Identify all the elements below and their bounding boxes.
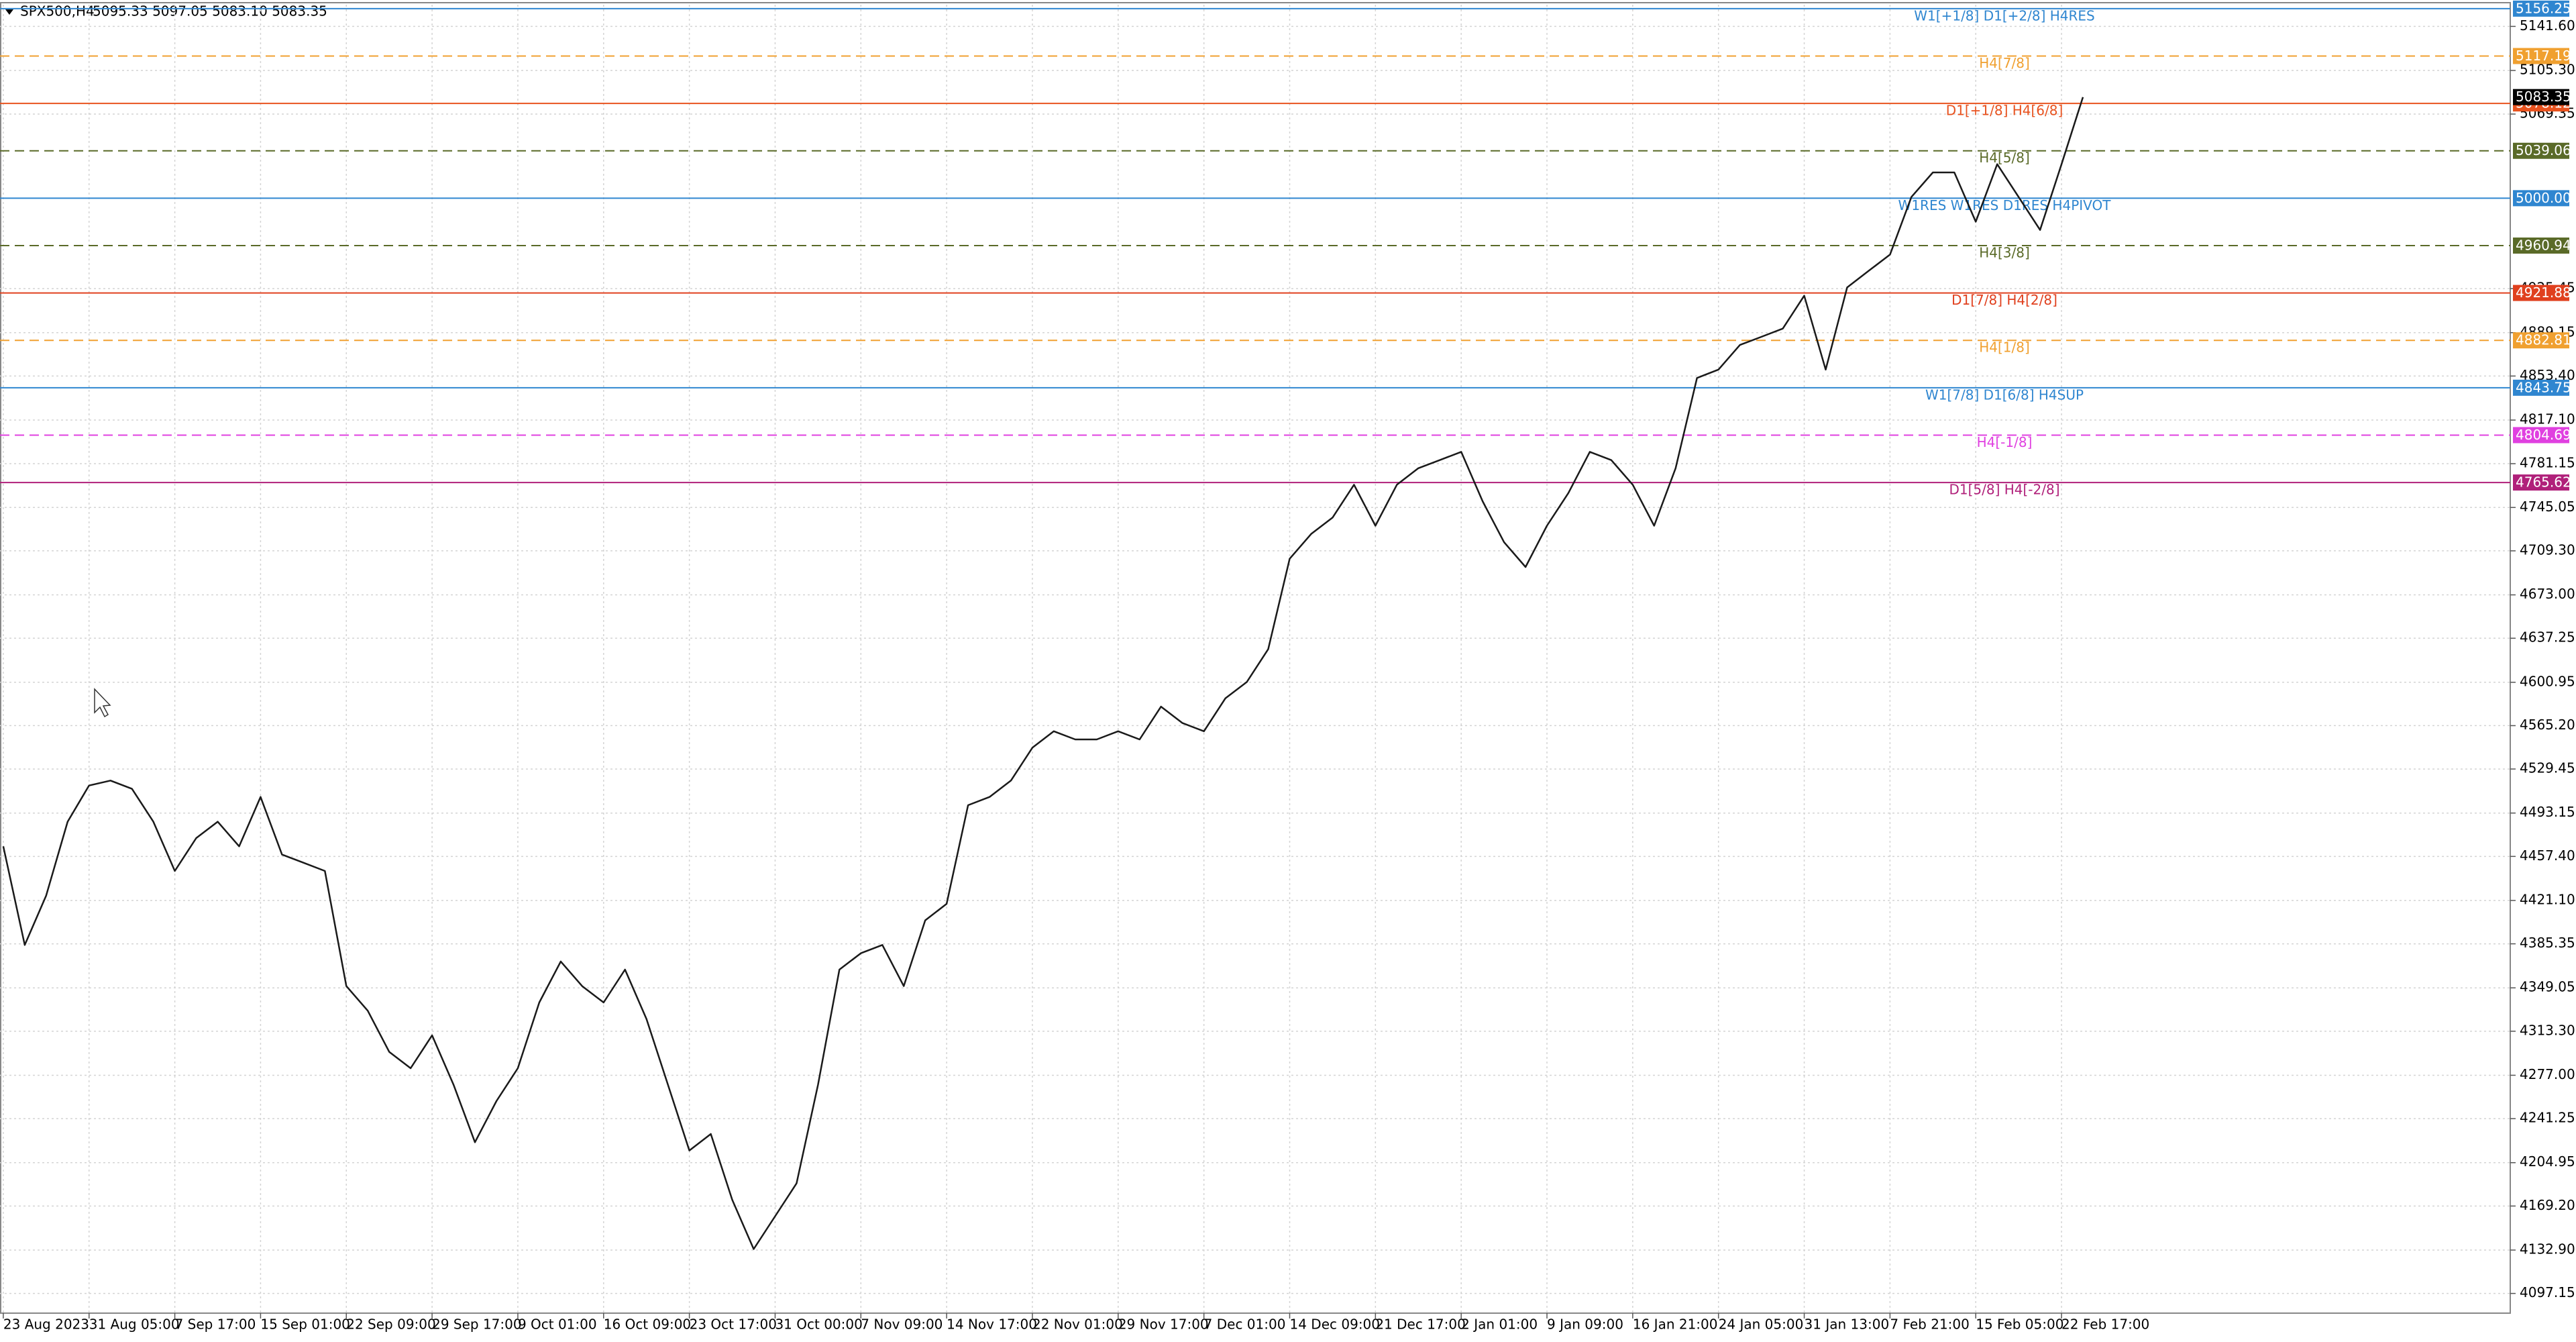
price-tag-label: 4921.88 bbox=[2516, 285, 2571, 301]
price-tag-label: 5156.25 bbox=[2516, 0, 2571, 16]
price-tag-label: 4960.94 bbox=[2516, 237, 2571, 253]
x-tick-label: 15 Feb 05:00 bbox=[1976, 1317, 2063, 1333]
x-tick-label: 31 Jan 13:00 bbox=[1805, 1317, 1890, 1333]
y-tick-label: 4493.15 bbox=[2520, 804, 2575, 820]
x-tick-label: 22 Sep 09:00 bbox=[346, 1317, 436, 1333]
price-tag-label: 4804.69 bbox=[2516, 427, 2571, 443]
price-tag-label: 4843.75 bbox=[2516, 379, 2571, 395]
level-label: H4[7/8] bbox=[1979, 55, 2030, 71]
price-tag bbox=[2513, 237, 2569, 254]
mouse-cursor bbox=[94, 688, 111, 718]
price-tag-label: 4882.81 bbox=[2516, 332, 2571, 348]
x-tick-label: 14 Dec 09:00 bbox=[1290, 1317, 1381, 1333]
y-tick-label: 4097.15 bbox=[2520, 1284, 2575, 1300]
x-tick-label: 31 Aug 05:00 bbox=[89, 1317, 180, 1333]
plot-border bbox=[0, 2, 2511, 1314]
x-tick-label: 29 Sep 17:00 bbox=[432, 1317, 522, 1333]
level-label: D1[7/8] H4[2/8] bbox=[1951, 292, 2057, 308]
menu-arrow[interactable] bbox=[5, 9, 13, 15]
symbol: SPX500,H4 bbox=[20, 3, 95, 19]
y-tick-label: 4421.10 bbox=[2520, 891, 2575, 907]
y-tick-label: 4457.40 bbox=[2520, 847, 2575, 864]
price-tag bbox=[2513, 427, 2569, 444]
last-price-tag bbox=[2513, 89, 2569, 105]
y-tick-label: 4385.35 bbox=[2520, 935, 2575, 951]
x-tick-label: 22 Feb 17:00 bbox=[2061, 1317, 2149, 1333]
x-tick-label: 29 Nov 17:00 bbox=[1118, 1317, 1209, 1333]
y-tick-label: 4817.10 bbox=[2520, 411, 2575, 427]
y-tick-label: 4204.95 bbox=[2520, 1153, 2575, 1170]
level-label: W1RES W1RES D1RES H4PIVOT bbox=[1898, 197, 2112, 213]
level-label: D1[5/8] H4[-2/8] bbox=[1949, 482, 2059, 498]
x-tick-label: 23 Oct 17:00 bbox=[690, 1317, 777, 1333]
y-tick-label: 4349.05 bbox=[2520, 979, 2575, 995]
price-tag-label: 5117.19 bbox=[2516, 48, 2571, 64]
x-tick-label: 14 Nov 17:00 bbox=[947, 1317, 1037, 1333]
x-tick-label: 23 Aug 2023 bbox=[3, 1317, 89, 1333]
x-tick-label: 21 Dec 17:00 bbox=[1375, 1317, 1466, 1333]
price-tag bbox=[2513, 190, 2569, 207]
level-label: H4[5/8] bbox=[1979, 150, 2030, 166]
x-tick-label: 2 Jan 01:00 bbox=[1461, 1317, 1538, 1333]
x-tick-label: 9 Oct 01:00 bbox=[518, 1317, 597, 1333]
price-tag bbox=[2513, 0, 2569, 17]
x-tick-label: 22 Nov 01:00 bbox=[1032, 1317, 1123, 1333]
y-tick-label: 4565.20 bbox=[2520, 717, 2575, 733]
y-tick-label: 4169.20 bbox=[2520, 1197, 2575, 1213]
level-label: D1[+1/8] H4[6/8] bbox=[1946, 103, 2063, 119]
x-tick-label: 7 Dec 01:00 bbox=[1204, 1317, 1286, 1333]
y-tick-label: 4241.25 bbox=[2520, 1110, 2575, 1126]
y-tick-label: 4709.30 bbox=[2520, 541, 2575, 558]
price-tag-label: 5000.00 bbox=[2516, 190, 2571, 206]
y-tick-label: 4277.00 bbox=[2520, 1066, 2575, 1082]
y-tick-label: 5141.60 bbox=[2520, 17, 2575, 34]
price-tag-label: 4765.62 bbox=[2516, 474, 2571, 491]
price-tag bbox=[2513, 142, 2569, 159]
x-tick-label: 15 Sep 01:00 bbox=[260, 1317, 350, 1333]
y-tick-label: 4637.25 bbox=[2520, 629, 2575, 646]
level-label: W1[7/8] D1[6/8] H4SUP bbox=[1925, 386, 2084, 403]
last-price-label: 5083.35 bbox=[2516, 89, 2571, 105]
y-tick-label: 4781.15 bbox=[2520, 455, 2575, 471]
x-tick-label: 16 Oct 09:00 bbox=[604, 1317, 691, 1333]
level-label: H4[3/8] bbox=[1979, 244, 2030, 260]
x-tick-label: 7 Sep 17:00 bbox=[175, 1317, 256, 1333]
y-tick-label: 4529.45 bbox=[2520, 760, 2575, 776]
level-label: H4[-1/8] bbox=[1977, 434, 2033, 450]
price-tag bbox=[2513, 48, 2569, 64]
price-tag bbox=[2513, 285, 2569, 301]
y-tick-label: 4132.90 bbox=[2520, 1241, 2575, 1257]
y-tick-label: 4313.30 bbox=[2520, 1022, 2575, 1038]
x-tick-label: 16 Jan 21:00 bbox=[1633, 1317, 1718, 1333]
price-tag bbox=[2513, 474, 2569, 491]
x-tick-label: 7 Feb 21:00 bbox=[1890, 1317, 1970, 1333]
x-tick-label: 9 Jan 09:00 bbox=[1547, 1317, 1623, 1333]
level-label: H4[1/8] bbox=[1979, 340, 2030, 356]
ohlc: 5095.33 5097.05 5083.10 5083.35 bbox=[93, 3, 327, 19]
price-tag-label: 5039.06 bbox=[2516, 142, 2571, 158]
y-tick-label: 4745.05 bbox=[2520, 499, 2575, 515]
x-tick-label: 31 Oct 00:00 bbox=[775, 1317, 862, 1333]
x-tick-label: 7 Nov 09:00 bbox=[861, 1317, 943, 1333]
level-label: W1[+1/8] D1[+2/8] H4RES bbox=[1914, 7, 2094, 23]
price-line bbox=[2, 97, 2084, 1250]
x-tick-label: 24 Jan 05:00 bbox=[1719, 1317, 1804, 1333]
y-tick-label: 4673.00 bbox=[2520, 586, 2575, 602]
y-tick-label: 4600.95 bbox=[2520, 673, 2575, 689]
price-tag bbox=[2513, 332, 2569, 349]
price-tag bbox=[2513, 379, 2569, 396]
